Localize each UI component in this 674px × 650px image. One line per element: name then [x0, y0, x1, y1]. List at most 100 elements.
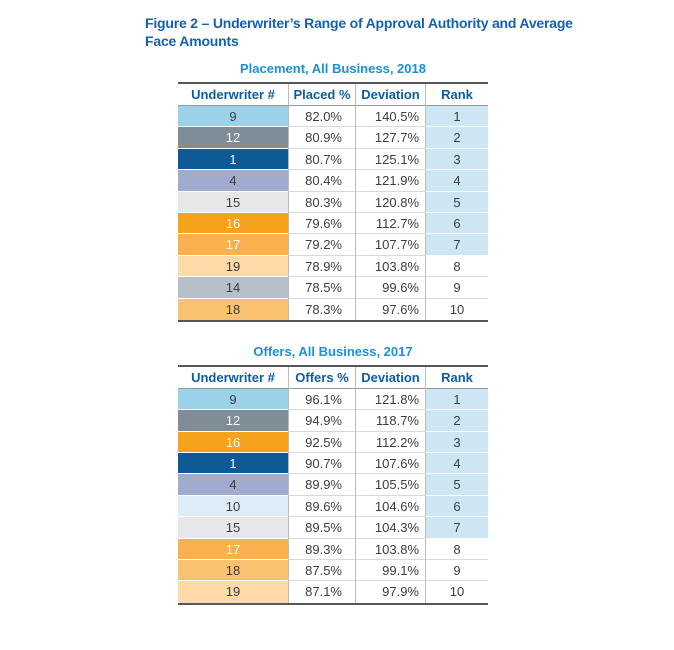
deviation-cell: 107.6% [355, 453, 425, 475]
deviation-cell: 104.3% [355, 517, 425, 539]
rank-cell: 10 [425, 581, 488, 603]
rank-cell: 8 [425, 538, 488, 561]
column-header: Underwriter # [178, 367, 288, 389]
underwriter-cell: 1 [178, 453, 288, 475]
table-row: 18 78.3% 97.6% 10 [178, 298, 488, 320]
rank-cell: 4 [425, 170, 488, 192]
table-row: 4 89.9% 105.5% 5 [178, 474, 488, 496]
underwriter-cell: 18 [178, 560, 288, 582]
offers-table: Underwriter # Offers % Deviation Rank 9 96.1%… [178, 364, 488, 605]
table-row: 9 82.0% 140.5% 1 [178, 106, 488, 128]
value-cell: 90.7% [288, 453, 355, 475]
underwriter-cell: 14 [178, 277, 288, 299]
offers-table-title: Offers, All Business, 2017 [253, 343, 413, 359]
value-cell: 79.6% [288, 212, 355, 235]
offers-table-section: Offers, All Business, 2017 Underwriter #… [178, 343, 488, 605]
deviation-cell: 118.7% [355, 410, 425, 432]
underwriter-cell: 4 [178, 170, 288, 192]
tables-container: Placement, All Business, 2018 Underwrite… [178, 60, 488, 605]
table-row: 9 96.1% 121.8% 1 [178, 388, 488, 411]
rank-cell: 9 [425, 277, 488, 299]
deviation-cell: 97.6% [355, 298, 425, 320]
placement-table: Underwriter # Placed % Deviation Rank 9 82.0%… [178, 82, 488, 322]
column-header: Placed % [288, 84, 355, 106]
figure-title: Figure 2 – Underwriter’s Range of Approv… [145, 15, 573, 49]
rank-cell: 6 [425, 212, 488, 235]
deviation-cell: 105.5% [355, 474, 425, 496]
table-row: 19 87.1% 97.9% 10 [178, 581, 488, 603]
placement-table-title: Placement, All Business, 2018 [240, 61, 426, 76]
underwriter-cell: 15 [178, 191, 288, 213]
deviation-cell: 121.8% [355, 388, 425, 411]
table-header-row: Underwriter # Offers % Deviation Rank [178, 366, 488, 389]
value-cell: 89.6% [288, 495, 355, 518]
underwriter-cell: 15 [178, 517, 288, 539]
table-row: 15 89.5% 104.3% 7 [178, 517, 488, 539]
deviation-cell: 97.9% [355, 581, 425, 603]
rank-cell: 5 [425, 474, 488, 496]
placement-table-section: Placement, All Business, 2018 Underwrite… [178, 60, 488, 322]
value-cell: 80.7% [288, 148, 355, 171]
underwriter-cell: 17 [178, 234, 288, 256]
column-header: Offers % [288, 366, 355, 389]
deviation-cell: 104.6% [355, 495, 425, 518]
column-header: Deviation [355, 366, 425, 389]
deviation-cell: 103.8% [355, 255, 425, 278]
underwriter-cell: 1 [178, 148, 288, 171]
underwriter-cell: 10 [178, 495, 288, 518]
value-cell: 78.9% [288, 255, 355, 278]
underwriter-cell: 19 [178, 255, 288, 278]
value-cell: 80.3% [288, 191, 355, 213]
value-cell: 80.4% [288, 170, 355, 192]
column-header: Rank [425, 84, 488, 106]
value-cell: 94.9% [288, 410, 355, 432]
column-header: Deviation [355, 84, 425, 106]
value-cell: 78.3% [288, 298, 355, 320]
table-row: 14 78.5% 99.6% 9 [178, 277, 488, 299]
rank-cell: 10 [425, 298, 488, 320]
table-row: 17 89.3% 103.8% 8 [178, 538, 488, 561]
rank-cell: 7 [425, 234, 488, 256]
rank-cell: 3 [425, 148, 488, 171]
underwriter-cell: 16 [178, 431, 288, 454]
rank-cell: 2 [425, 410, 488, 432]
value-cell: 89.9% [288, 474, 355, 496]
underwriter-cell: 4 [178, 474, 288, 496]
rank-cell: 2 [425, 127, 488, 149]
value-cell: 89.3% [288, 538, 355, 561]
rank-cell: 8 [425, 255, 488, 278]
deviation-cell: 112.2% [355, 431, 425, 454]
table-row: 16 92.5% 112.2% 3 [178, 431, 488, 454]
column-header: Underwriter # [178, 84, 288, 106]
deviation-cell: 127.7% [355, 127, 425, 149]
table-row: 10 89.6% 104.6% 6 [178, 495, 488, 518]
table-row: 4 80.4% 121.9% 4 [178, 170, 488, 192]
deviation-cell: 140.5% [355, 106, 425, 128]
deviation-cell: 120.8% [355, 191, 425, 213]
value-cell: 87.1% [288, 581, 355, 603]
deviation-cell: 125.1% [355, 148, 425, 171]
deviation-cell: 99.1% [355, 560, 425, 582]
value-cell: 82.0% [288, 106, 355, 128]
deviation-cell: 99.6% [355, 277, 425, 299]
rank-cell: 9 [425, 560, 488, 582]
rank-cell: 1 [425, 106, 488, 128]
value-cell: 79.2% [288, 234, 355, 256]
underwriter-cell: 19 [178, 581, 288, 603]
underwriter-cell: 18 [178, 298, 288, 320]
value-cell: 78.5% [288, 277, 355, 299]
table-row: 19 78.9% 103.8% 8 [178, 255, 488, 278]
deviation-cell: 112.7% [355, 212, 425, 235]
rank-cell: 5 [425, 191, 488, 213]
table-row: 1 80.7% 125.1% 3 [178, 148, 488, 171]
table-row: 12 80.9% 127.7% 2 [178, 127, 488, 149]
deviation-cell: 121.9% [355, 170, 425, 192]
column-header: Rank [425, 366, 488, 389]
underwriter-cell: 9 [178, 106, 288, 128]
value-cell: 87.5% [288, 560, 355, 582]
rank-cell: 3 [425, 431, 488, 454]
table-header-row: Underwriter # Placed % Deviation Rank [178, 84, 488, 106]
underwriter-cell: 16 [178, 212, 288, 235]
rank-cell: 4 [425, 453, 488, 475]
